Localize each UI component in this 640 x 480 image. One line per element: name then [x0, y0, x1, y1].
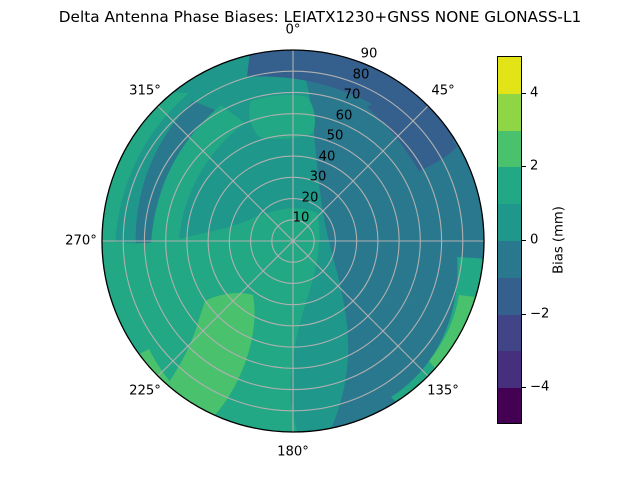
colorbar-band-2	[498, 130, 521, 168]
r-label-30: 30	[309, 169, 327, 185]
colorbar-band-0	[498, 57, 521, 94]
colorbar-band-3	[498, 167, 521, 205]
r-label-90: 90	[360, 46, 378, 62]
colorbar-gradient	[497, 56, 522, 424]
colorbar-axis-label: Bias (mm)	[551, 206, 567, 274]
polar-grid-spokes	[102, 50, 484, 432]
colorbar-tick-0	[522, 92, 526, 94]
colorbar-band-8	[498, 351, 521, 389]
theta-label-315: 315°	[129, 83, 161, 99]
colorbar-tick-1	[522, 166, 526, 168]
r-label-50: 50	[326, 128, 344, 144]
colorbar-band-1	[498, 93, 521, 131]
theta-label-270: 270°	[65, 233, 97, 249]
theta-label-45: 45°	[431, 83, 455, 99]
colorbar-band-9	[498, 388, 521, 423]
colorbar-tick-3	[522, 313, 526, 315]
polar-outer-spine	[101, 49, 485, 433]
theta-label-135: 135°	[427, 383, 459, 399]
colorbar-band-4	[498, 204, 521, 241]
contour-band-pos2	[167, 293, 255, 419]
contour-band-pos1-arc	[150, 105, 245, 273]
r-label-60: 60	[335, 108, 353, 124]
colorbar-ticklabel-4: −4	[530, 379, 550, 395]
r-label-10: 10	[292, 210, 310, 226]
theta-label-180: 180°	[277, 444, 309, 460]
colorbar-ticklabel-0: 4	[530, 85, 539, 101]
colorbar-tick-2	[522, 240, 526, 241]
r-label-40: 40	[318, 149, 336, 165]
r-label-80: 80	[352, 67, 370, 83]
colorbar-ticklabel-1: 2	[530, 158, 539, 174]
colorbar-band-6	[498, 277, 521, 315]
colorbar-axes[interactable]: 4 2 0 −2 −4	[497, 56, 549, 424]
theta-label-0: 0°	[285, 22, 301, 38]
contour-band-pos1-top	[249, 94, 315, 140]
r-label-20: 20	[301, 190, 319, 206]
theta-label-225: 225°	[129, 383, 161, 399]
colorbar-band-7	[498, 314, 521, 352]
contour-band-neg2b	[367, 89, 457, 171]
colorbar-tick-4	[522, 387, 526, 389]
colorbar-band-5	[498, 240, 521, 278]
polar-plot-svg	[101, 49, 485, 433]
colorbar-ticklabel-3: −2	[530, 306, 550, 322]
polar-axes[interactable]: 0° 45° 90 135° 180° 225° 270° 315° 10 20…	[65, 23, 514, 460]
colorbar-ticklabel-2: 0	[530, 232, 539, 248]
r-label-70: 70	[343, 87, 361, 103]
page-title: Delta Antenna Phase Biases: LEIATX1230+G…	[58, 8, 582, 26]
